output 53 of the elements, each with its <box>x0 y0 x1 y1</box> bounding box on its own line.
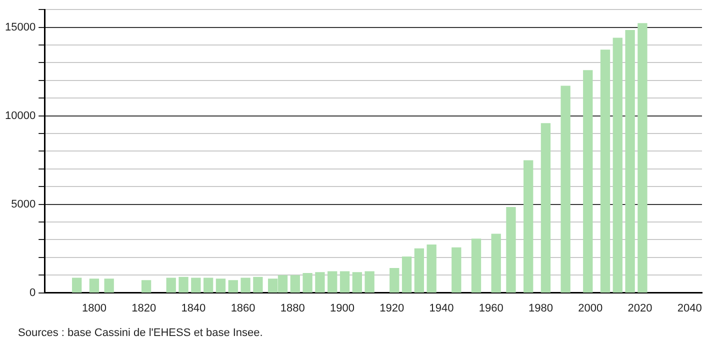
bar <box>414 248 424 293</box>
x-tick-label: 1840 <box>181 302 206 314</box>
bar <box>402 256 412 293</box>
bar <box>506 206 516 293</box>
bar <box>352 272 362 293</box>
bar <box>471 238 482 293</box>
bar <box>364 271 374 293</box>
bar <box>540 123 551 293</box>
x-tick-label: 1940 <box>429 302 454 314</box>
x-tick-label: 1900 <box>330 302 355 314</box>
bar <box>612 38 622 293</box>
y-tick-label: 5000 <box>11 198 36 210</box>
bar <box>638 23 648 293</box>
bar <box>178 276 188 293</box>
bar <box>600 50 610 293</box>
x-tick-label: 1860 <box>230 302 256 314</box>
bar <box>216 278 226 293</box>
bar <box>340 271 350 293</box>
bar <box>203 278 214 293</box>
bar <box>72 278 82 293</box>
x-tick-label: 1920 <box>380 302 404 314</box>
y-tick-label: 10000 <box>4 110 36 122</box>
bar <box>328 271 338 293</box>
x-tick-label: 1880 <box>280 302 305 314</box>
x-tick-label: 2000 <box>578 302 603 314</box>
y-tick-label: 15000 <box>4 21 36 34</box>
x-tick-label: 1960 <box>478 302 504 314</box>
bar <box>191 278 201 293</box>
bar <box>524 160 534 293</box>
source-note: Sources : base Cassini de l'EHESS et base Insee. <box>18 327 263 339</box>
bar <box>290 275 300 293</box>
bar <box>625 30 635 293</box>
bar <box>583 70 593 293</box>
bar <box>560 86 570 293</box>
x-tick-label: 1980 <box>528 302 553 314</box>
bar <box>426 244 436 293</box>
bar <box>141 280 152 293</box>
x-tick-label: 2020 <box>628 302 652 314</box>
x-tick-label: 1820 <box>132 302 156 314</box>
bar <box>166 278 176 293</box>
bar <box>390 268 400 293</box>
bar <box>302 273 312 293</box>
bar <box>315 272 325 293</box>
bar <box>89 278 100 293</box>
x-tick-label: 2040 <box>677 302 702 314</box>
bar <box>253 276 263 293</box>
bar <box>452 247 462 293</box>
y-tick-label: 0 <box>29 286 36 299</box>
bar <box>491 234 501 293</box>
bar <box>104 278 114 293</box>
bar <box>228 280 238 293</box>
x-tick-label: 1800 <box>82 302 106 314</box>
bar <box>240 278 250 293</box>
